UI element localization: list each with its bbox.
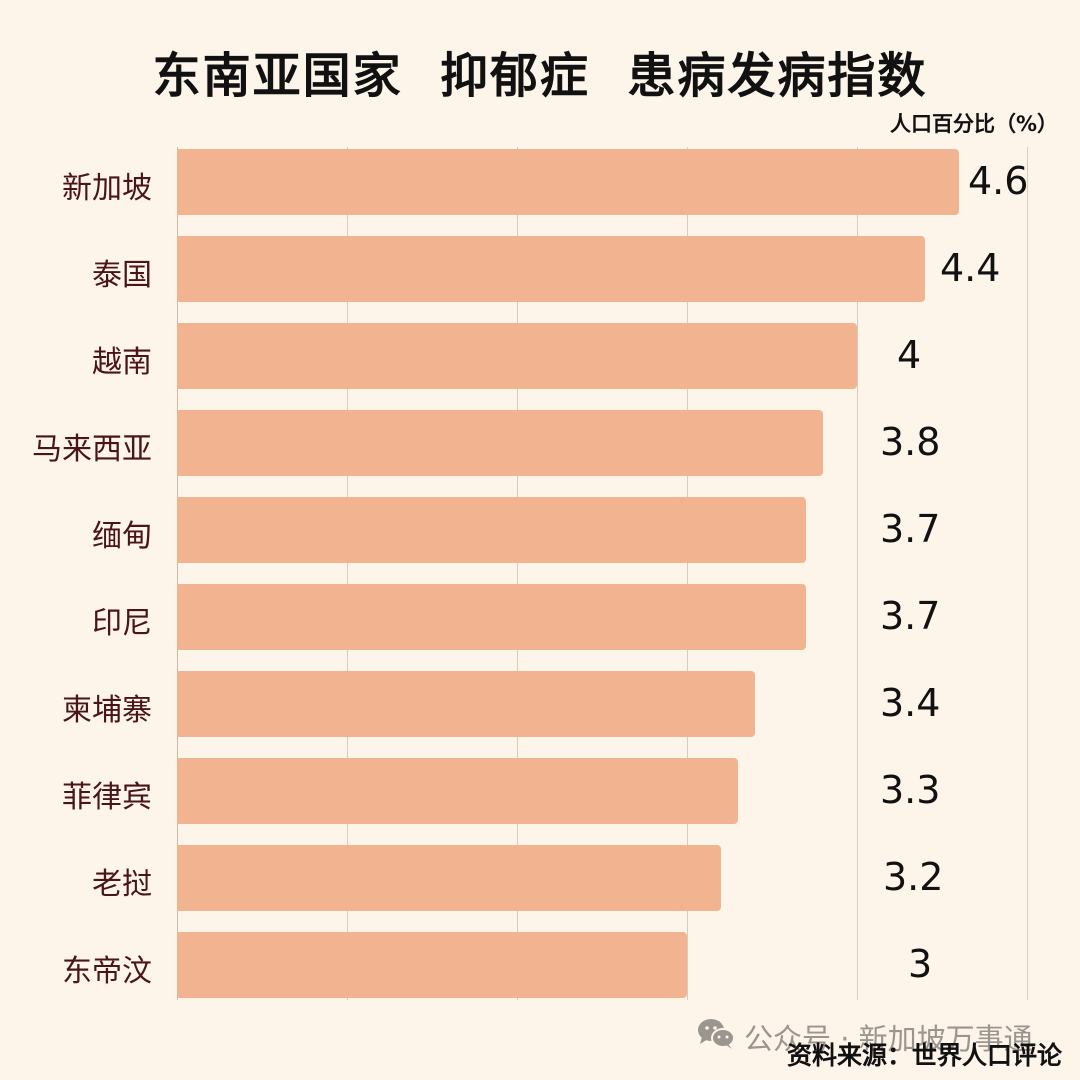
category-label: 印尼 xyxy=(92,606,152,641)
bar xyxy=(177,236,925,302)
bar-row: 3.4 xyxy=(177,671,1057,737)
gridline xyxy=(687,147,688,1000)
gridline xyxy=(857,147,858,1000)
category-label: 东帝汶 xyxy=(62,954,152,989)
category-label: 越南 xyxy=(92,345,152,380)
value-label: 3.7 xyxy=(880,594,941,638)
bar-row: 3 xyxy=(177,932,1057,998)
wechat-icon xyxy=(696,1017,736,1058)
bar xyxy=(177,323,857,389)
bar xyxy=(177,758,738,824)
bar xyxy=(177,932,687,998)
bar-row: 4.4 xyxy=(177,236,1057,302)
chart-title: 东南亚国家 抑郁症 患病发病指数 xyxy=(152,48,928,104)
bar xyxy=(177,671,755,737)
bar-row: 4.6 xyxy=(177,149,1057,215)
value-label: 3.8 xyxy=(880,420,941,464)
category-label: 柬埔寨 xyxy=(62,693,152,728)
bar-row: 3.7 xyxy=(177,497,1057,563)
bar-row: 3.3 xyxy=(177,758,1057,824)
category-label: 缅甸 xyxy=(92,519,152,554)
bar xyxy=(177,149,959,215)
value-label: 4 xyxy=(897,333,922,377)
value-label: 4.6 xyxy=(968,159,1029,203)
value-label: 3 xyxy=(908,942,933,986)
bar-row: 3.7 xyxy=(177,584,1057,650)
category-label: 马来西亚 xyxy=(32,432,152,467)
value-label: 3.7 xyxy=(880,507,941,551)
category-label: 老挝 xyxy=(92,867,152,902)
bar xyxy=(177,410,823,476)
bar-row: 4 xyxy=(177,323,1057,389)
unit-label: 人口百分比（%） xyxy=(889,112,1058,136)
bar xyxy=(177,497,806,563)
source-note: 资料来源：世界人口评论 xyxy=(786,1041,1062,1070)
gridline xyxy=(347,147,348,1000)
category-label: 新加坡 xyxy=(62,171,152,206)
y-axis-line xyxy=(177,147,178,1000)
watermark-text: 公众号 · 新加坡万事通 xyxy=(744,1022,1033,1056)
plot-area: 4.6 4.4 4 3.8 3.7 3.7 3.4 3.3 3.2 3 xyxy=(177,147,1057,1000)
bar-row: 3.2 xyxy=(177,845,1057,911)
value-label: 4.4 xyxy=(940,246,1001,290)
value-label: 3.3 xyxy=(880,768,941,812)
category-label: 泰国 xyxy=(92,258,152,293)
watermark: 公众号 · 新加坡万事通 xyxy=(696,1016,1033,1058)
bar xyxy=(177,845,721,911)
value-label: 3.2 xyxy=(883,855,944,899)
bar xyxy=(177,584,806,650)
gridline xyxy=(1027,147,1028,1000)
value-label: 3.4 xyxy=(880,681,941,725)
category-label: 菲律宾 xyxy=(62,780,152,815)
gridline xyxy=(517,147,518,1000)
bar-row: 3.8 xyxy=(177,410,1057,476)
